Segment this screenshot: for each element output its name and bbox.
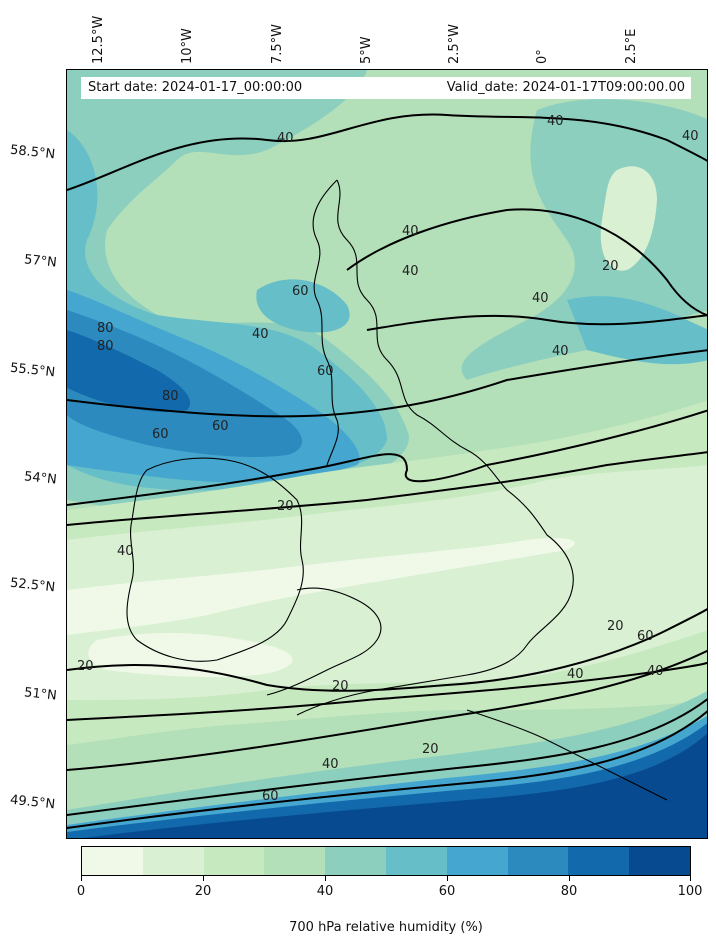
rh-band-10-20-ne: [600, 166, 657, 271]
colorbar-tick-label-60: 60: [438, 884, 456, 899]
colorbar-swatch-0: [82, 847, 143, 875]
colorbar-swatch-1: [142, 847, 204, 875]
start-date-text: Start date: 2024-01-17_00:00:00: [88, 80, 303, 95]
colorbar-tick-label-80: 80: [560, 884, 578, 899]
contour-label: 60: [262, 789, 279, 804]
lat-label-49.5n: 49.5°N: [9, 792, 56, 813]
contour-label: 60: [317, 364, 334, 379]
contour-label: 60: [212, 419, 229, 434]
contour-label: 40: [552, 344, 569, 359]
colorbar-label: 700 hPa relative humidity (%): [289, 920, 483, 935]
contour-label: 80: [97, 321, 114, 336]
contour-label: 20: [332, 679, 349, 694]
lat-label-51n: 51°N: [23, 685, 58, 704]
contour-label: 40: [402, 224, 419, 239]
lon-label-12.5w: 12.5°W: [91, 15, 106, 64]
colorbar-tick-label-0: 0: [76, 884, 86, 899]
colorbar-tick-80: [569, 876, 570, 881]
contour-label: 20: [77, 659, 94, 674]
contour-label: 20: [277, 499, 294, 514]
lon-label-7.5w: 7.5°W: [270, 23, 285, 64]
lat-label-58.5n: 58.5°N: [9, 142, 56, 163]
colorbar-swatch-8: [568, 847, 630, 875]
contour-label: 40: [277, 131, 294, 146]
rh-band-0-10-b: [88, 633, 293, 678]
lon-label-2.5e: 2.5°E: [624, 28, 639, 64]
contour-label: 40: [117, 544, 134, 559]
colorbar-tick-label-40: 40: [316, 884, 334, 899]
contour-label: 60: [152, 427, 169, 442]
lat-label-55.5n: 55.5°N: [9, 360, 56, 381]
colorbar-tick-label-100: 100: [677, 884, 703, 899]
contour-label: 80: [97, 339, 114, 354]
colorbar-tick-label-20: 20: [194, 884, 212, 899]
contour-label: 40: [547, 114, 564, 129]
colorbar-tick-0: [81, 876, 82, 881]
humidity-map-svg: 40 40 40 40 20 40 60 40 40 60 80 80 60 80 60 40 20 40 20 20…: [67, 70, 707, 838]
colorbar-tick-40: [325, 876, 326, 881]
date-header: Start date: 2024-01-17_00:00:00 Valid_da…: [81, 77, 691, 99]
contour-label: 40: [322, 757, 339, 772]
contour-label: 20: [422, 742, 439, 757]
lon-label-5w: 5°W: [359, 36, 374, 64]
contour-label: 40: [567, 667, 584, 682]
contour-label: 40: [532, 291, 549, 306]
lon-label-10w: 10°W: [180, 28, 195, 64]
rh-band-south-90: [82, 733, 707, 838]
contour-label: 80: [162, 389, 179, 404]
lon-label-2.5w: 2.5°W: [447, 23, 462, 64]
rh-band-0-10: [67, 538, 575, 635]
contour-label: 60: [292, 284, 309, 299]
contour-label: 20: [607, 619, 624, 634]
contour-label: 40: [252, 327, 269, 342]
colorbar-swatch-6: [446, 847, 508, 875]
colorbar: [81, 846, 691, 876]
colorbar-swatch-3: [264, 847, 326, 875]
lat-label-54n: 54°N: [23, 469, 58, 488]
contour-label: 40: [402, 264, 419, 279]
contour-label: 60: [637, 629, 654, 644]
colorbar-swatch-5: [385, 847, 447, 875]
humidity-map: 40 40 40 40 20 40 60 40 40 60 80 80 60 80 60 40 20 40 20 20…: [66, 69, 708, 839]
lat-label-52.5n: 52.5°N: [9, 575, 56, 596]
coastlines: [126, 179, 668, 801]
lon-label-0: 0°: [535, 49, 550, 64]
colorbar-tick-100: [690, 876, 691, 881]
colorbar-swatch-2: [203, 847, 265, 875]
rh-band-70-80: [67, 310, 302, 457]
contour-label: 20: [602, 259, 619, 274]
rh-band-50-60-b: [256, 279, 350, 333]
valid-date-text: Valid_date: 2024-01-17T09:00:00.00: [446, 80, 685, 95]
rh-band-50-60-ne: [567, 296, 707, 365]
colorbar-swatch-7: [507, 847, 569, 875]
colorbar-tick-60: [447, 876, 448, 881]
rh-band-80-90: [67, 330, 191, 412]
lat-label-57n: 57°N: [23, 252, 58, 271]
contour-label: 40: [647, 664, 664, 679]
contour-label: 40: [682, 129, 699, 144]
colorbar-tick-20: [203, 876, 204, 881]
colorbar-swatch-4: [325, 847, 386, 875]
colorbar-swatch-9: [629, 847, 690, 875]
